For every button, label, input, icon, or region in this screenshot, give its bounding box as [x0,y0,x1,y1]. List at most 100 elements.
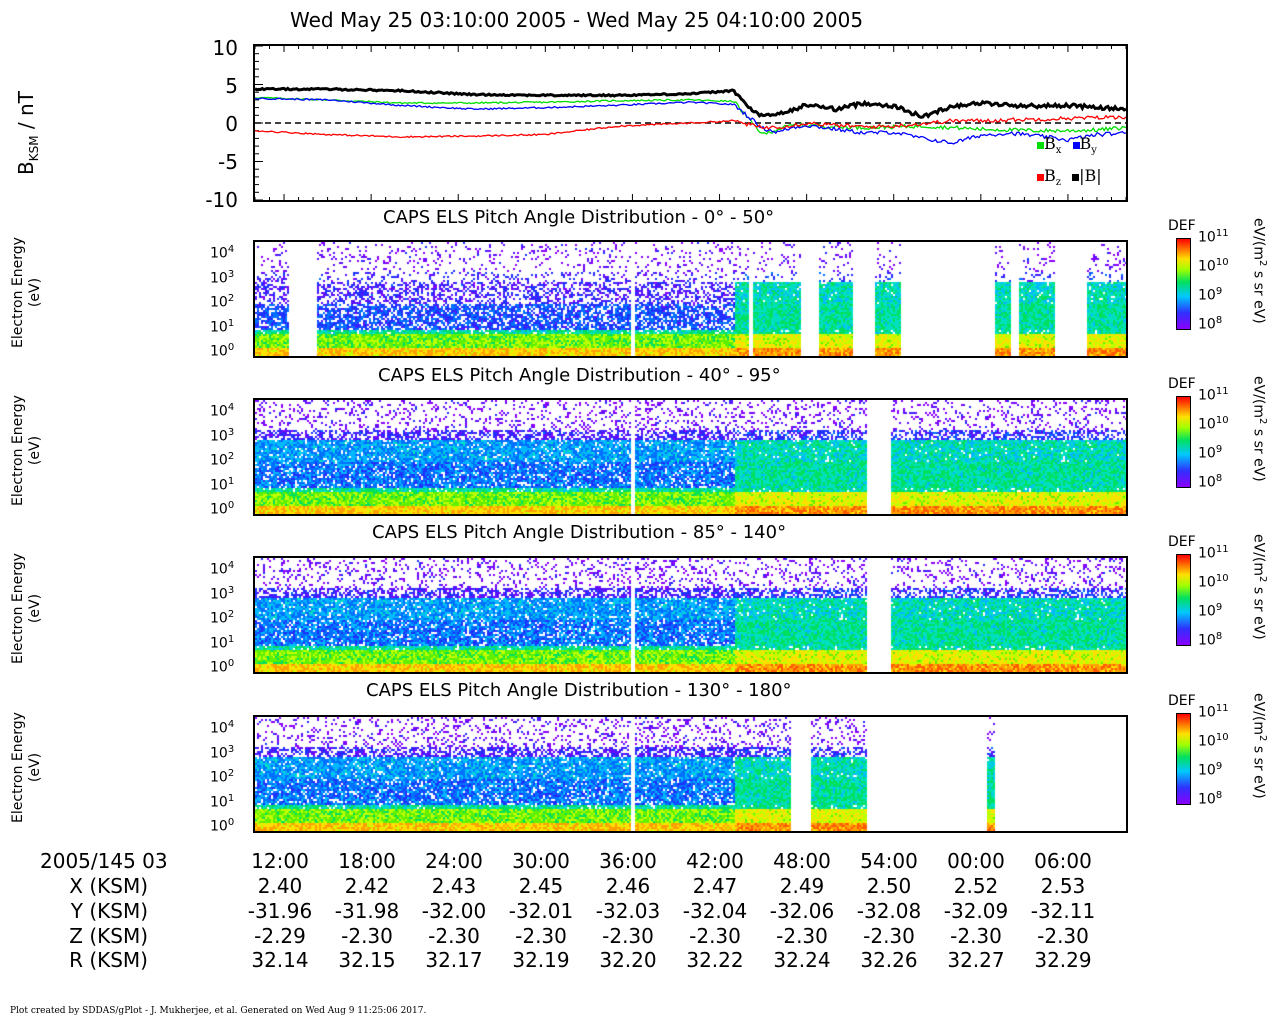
spectrogram-ytick: 102 [210,768,234,786]
colorbar-tick: 1011 [1198,703,1229,721]
colorbar-tick: 109 [1198,761,1222,779]
spectrogram-ylabel: Electron Energy (eV) [10,553,50,691]
ephemeris-value: -32.08 [856,899,922,923]
ylabel-line1: Electron Energy [10,553,26,664]
cb-exp: 11 [1215,386,1229,397]
ytick-base: 10 [210,245,228,262]
colorbar-tick: 1011 [1198,544,1229,562]
ytick-base: 10 [210,477,228,494]
ephemeris-value: 32.14 [251,948,309,972]
ytick-exp: 4 [227,560,235,571]
ephemeris-value: -2.30 [602,924,654,948]
ephemeris-value: -32.03 [595,899,661,923]
footer-credit: Plot created by SDDAS/gPlot - J. Mukherj… [10,1006,427,1016]
legend-bx-sub: x [1055,145,1062,157]
spectrogram-ytick: 102 [210,609,234,627]
ephemeris-value: 32.22 [686,948,744,972]
mag-ylabel-main: B [14,161,38,175]
mag-series-by [255,97,1126,145]
mag-ytick: 5 [225,74,238,98]
cb-exp: 11 [1215,703,1229,714]
ytick-exp: 1 [227,475,235,487]
legend-by-sub: y [1091,145,1097,157]
cb-unit-a: eV/(m [1250,376,1267,419]
ytick-base: 10 [210,610,228,627]
mag-ylabel: BKSM / nT [14,75,54,175]
cb-exp: 8 [1215,790,1223,801]
ephemeris-value: -32.01 [508,899,574,923]
cb-base: 10 [1198,258,1216,275]
spectrogram-plot-area [253,556,1128,674]
spectrogram-ytick: 100 [210,658,234,676]
cb-base: 10 [1198,545,1216,562]
colorbar-tick: 1010 [1198,732,1229,750]
ephemeris-value: 2.53 [1040,874,1086,898]
ephemeris-value: -2.30 [863,924,915,948]
ephemeris-value: -32.06 [769,899,835,923]
ephemeris-row-label: Y (KSM) [70,899,148,923]
x-tick-label: 54:00 [860,849,918,873]
ytick-base: 10 [210,343,228,360]
cb-exp: 9 [1215,602,1223,613]
cb-base: 10 [1198,229,1216,246]
ephemeris-value: -2.30 [689,924,741,948]
mag-series-bmag [255,86,1126,119]
legend-by-swatch [1072,142,1080,149]
spectrogram-title: CAPS ELS Pitch Angle Distribution - 85° … [372,522,787,543]
ephemeris-value: 2.52 [953,874,999,898]
ephemeris-value: -32.04 [682,899,748,923]
colorbar [1176,238,1191,330]
mag-ytick: 10 [212,36,238,60]
ephemeris-row-label: R (KSM) [69,948,148,972]
ephemeris-value: 2.49 [779,874,825,898]
ylabel-line2: (eV) [27,593,43,624]
legend-bz-swatch [1037,174,1044,181]
spectrogram-ytick: 100 [210,500,234,518]
ephemeris-value: 32.29 [1034,948,1092,972]
ephemeris-value: 2.47 [692,874,738,898]
spectrogram-ytick: 100 [210,817,234,835]
spectrogram-canvas [255,242,1126,356]
cb-exp: 10 [1215,257,1229,268]
ytick-exp: 4 [227,402,235,413]
colorbar-tick: 109 [1198,444,1222,462]
cb-exp: 10 [1215,573,1229,584]
cb-unit-a: eV/(m [1250,534,1267,577]
cb-exp: 9 [1215,444,1223,455]
ephemeris-value: 2.50 [866,874,912,898]
colorbar-unit: eV/(m2 s sr eV) [1250,534,1268,640]
spectrogram-ytick: 101 [210,318,234,336]
cb-base: 10 [1198,316,1216,333]
cb-unit-a: eV/(m [1250,693,1267,736]
ytick-exp: 0 [227,342,235,353]
spectrogram-canvas [255,400,1126,514]
cb-exp: 11 [1215,228,1229,239]
legend-bx-swatch [1037,142,1044,149]
colorbar-unit: eV/(m2 s sr eV) [1250,693,1268,799]
ytick-exp: 2 [227,293,235,304]
x-tick-label: 30:00 [512,849,570,873]
ytick-exp: 2 [227,451,235,462]
ytick-base: 10 [210,659,228,676]
ytick-base: 10 [210,818,228,835]
cb-base: 10 [1198,387,1216,404]
ephemeris-value: -32.11 [1030,899,1096,923]
spectrogram-ytick: 103 [210,269,234,287]
colorbar-unit: eV/(m2 s sr eV) [1250,218,1268,324]
colorbar-tick: 1010 [1198,573,1229,591]
ephemeris-value: 2.43 [431,874,477,898]
ephemeris-value: -2.30 [428,924,480,948]
x-tick-label: 06:00 [1034,849,1092,873]
ytick-exp: 0 [227,658,235,669]
ytick-exp: 3 [227,426,235,438]
cb-base: 10 [1198,603,1216,620]
ephemeris-row-label: X (KSM) [69,874,148,898]
spectrogram-ylabel: Electron Energy (eV) [10,237,50,375]
ytick-base: 10 [210,403,228,420]
spectrogram-canvas [255,717,1126,831]
ephemeris-value: -2.30 [515,924,567,948]
colorbar-tick: 108 [1198,473,1222,491]
ylabel-line2: (eV) [27,752,43,783]
ytick-exp: 0 [227,500,235,511]
legend-bz-sub: z [1055,177,1062,189]
